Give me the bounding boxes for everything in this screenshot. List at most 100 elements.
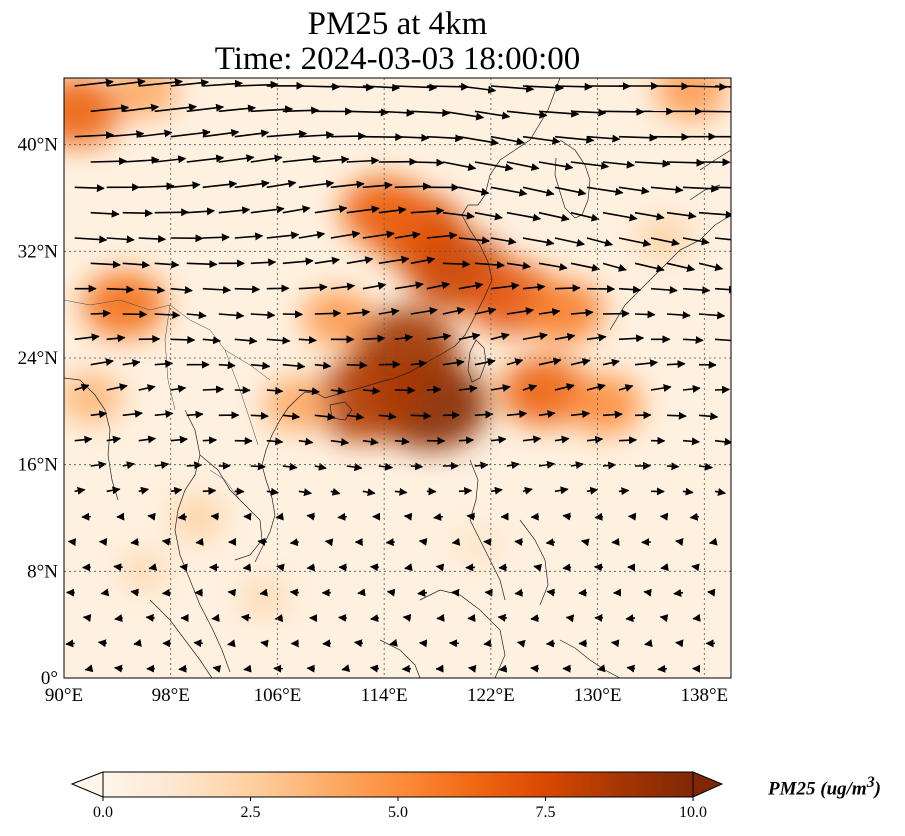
wind-arrow xyxy=(545,639,555,648)
wind-arrow xyxy=(554,82,593,91)
wind-arrow xyxy=(618,186,650,195)
wind-arrow xyxy=(346,156,380,165)
wind-arrow xyxy=(362,437,379,446)
wind-arrow xyxy=(458,85,497,94)
wind-arrow xyxy=(218,206,251,215)
wind-arrow xyxy=(682,487,694,496)
wind-arrow xyxy=(514,588,524,597)
wind-arrow xyxy=(538,211,570,222)
wind-arrow xyxy=(602,160,635,169)
wind-arrow xyxy=(378,206,407,215)
wind-arrow xyxy=(714,488,727,496)
wind-vectors xyxy=(65,78,731,673)
wind-arrow xyxy=(186,410,204,419)
wind-arrow xyxy=(138,384,156,392)
wind-arrow xyxy=(660,563,669,572)
wind-arrow xyxy=(314,361,332,370)
wind-arrow xyxy=(538,357,562,366)
wind-arrow xyxy=(570,358,591,366)
wind-arrow xyxy=(138,78,183,87)
wind-arrow xyxy=(410,108,451,117)
wind-arrow xyxy=(122,156,160,165)
wind-arrow xyxy=(650,384,672,392)
wind-arrow xyxy=(122,103,160,113)
coastline-bay-of-bengal xyxy=(64,377,119,501)
wind-arrow xyxy=(282,412,301,421)
wind-arrow xyxy=(266,437,284,446)
lon-tick-label: 122°E xyxy=(467,685,515,706)
wind-arrow xyxy=(161,588,171,597)
wind-arrow xyxy=(538,109,580,118)
wind-arrow xyxy=(386,588,396,597)
wind-arrow xyxy=(282,154,321,163)
wind-arrow xyxy=(346,256,374,265)
wind-arrow xyxy=(369,664,379,673)
wind-arrow xyxy=(707,588,716,597)
wind-arrow xyxy=(67,538,77,547)
wind-arrow xyxy=(634,159,671,168)
wind-arrow xyxy=(74,184,105,193)
wind-arrow xyxy=(346,412,365,421)
wind-arrow xyxy=(227,639,236,648)
wind-arrow xyxy=(314,155,350,164)
wind-arrow xyxy=(186,103,225,113)
lon-tick-label: 106°E xyxy=(254,685,302,706)
wind-arrow xyxy=(289,588,299,597)
wind-arrow xyxy=(74,383,90,392)
wind-arrow xyxy=(426,134,464,143)
wind-arrow xyxy=(666,158,705,167)
wind-arrow xyxy=(154,155,187,164)
wind-arrow xyxy=(394,487,408,496)
wind-arrow xyxy=(250,411,269,420)
wind-arrow xyxy=(417,588,427,597)
wind-arrow xyxy=(389,638,398,647)
wind-arrow xyxy=(202,233,230,242)
wind-arrow xyxy=(538,161,574,171)
wind-arrow xyxy=(314,256,340,265)
wind-arrow xyxy=(341,664,351,673)
wind-arrow xyxy=(186,260,218,269)
wind-arrow xyxy=(554,284,581,293)
wind-arrow xyxy=(698,462,713,471)
wind-arrow xyxy=(113,563,123,572)
wind-arrow xyxy=(714,338,731,342)
wind-arrow xyxy=(586,333,607,342)
wind-arrow xyxy=(138,435,157,444)
wind-arrow xyxy=(243,664,252,673)
wind-arrow xyxy=(618,285,642,294)
wind-arrow xyxy=(666,311,691,320)
wind-arrow xyxy=(394,231,421,240)
wind-arrow xyxy=(106,435,121,444)
wind-arrow xyxy=(195,537,204,546)
wind-arrow xyxy=(466,512,475,521)
wind-arrow xyxy=(394,281,424,290)
wind-arrow xyxy=(625,614,636,623)
pm25-plume-18 xyxy=(238,577,290,619)
wind-arrow xyxy=(106,130,145,139)
wind-arrow xyxy=(451,537,461,546)
wind-arrow xyxy=(458,135,499,147)
wind-arrow xyxy=(138,182,175,191)
wind-arrow xyxy=(65,639,75,648)
colorbar-tick-label: 0.0 xyxy=(93,804,113,821)
wind-arrow xyxy=(324,538,334,547)
wind-arrow xyxy=(657,664,668,673)
wind-arrow xyxy=(506,161,540,171)
wind-arrow xyxy=(275,512,284,521)
wind-arrow xyxy=(394,333,414,342)
wind-arrow xyxy=(114,664,123,673)
wind-arrow xyxy=(282,106,320,115)
wind-arrow xyxy=(689,512,700,521)
pm25-plume-11 xyxy=(263,377,331,432)
wind-arrow xyxy=(403,512,413,521)
pm25-plume-17 xyxy=(169,496,225,540)
wind-arrow xyxy=(234,232,264,241)
wind-arrow xyxy=(490,383,511,392)
wind-arrow xyxy=(378,412,397,421)
wind-arrow xyxy=(675,639,684,648)
wind-arrow xyxy=(314,205,348,214)
wind-arrow xyxy=(714,385,730,394)
wind-arrow xyxy=(250,258,277,267)
wind-arrow xyxy=(378,307,400,316)
